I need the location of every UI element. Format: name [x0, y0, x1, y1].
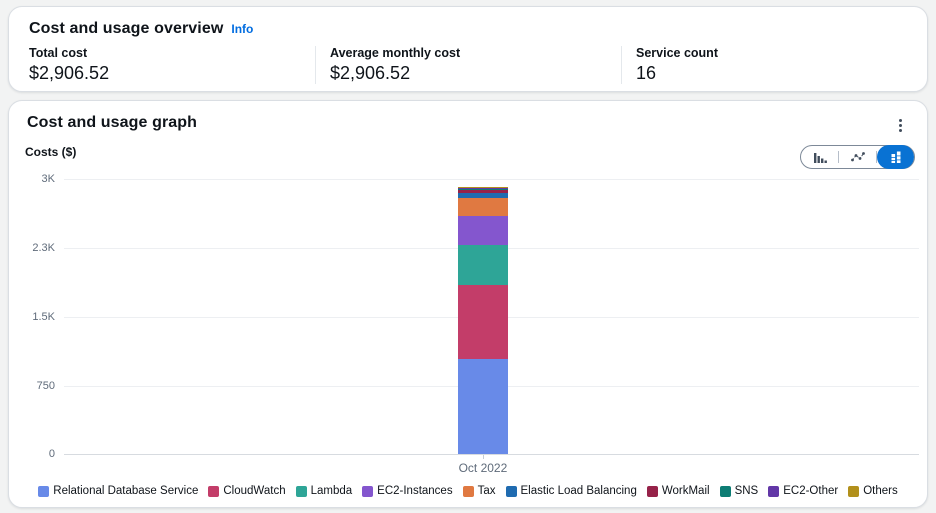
segment-divider: [838, 151, 839, 163]
legend-label: Elastic Load Balancing: [520, 485, 637, 497]
info-link[interactable]: Info: [231, 22, 254, 36]
gridline: [64, 179, 919, 180]
y-tick-label: 1.5K: [32, 311, 55, 323]
legend-item[interactable]: CloudWatch: [208, 485, 286, 497]
cost-usage-graph-card: Cost and usage graph Costs ($): [8, 100, 928, 508]
bar-segment-ec2-other[interactable]: [457, 187, 508, 189]
legend-swatch: [719, 485, 731, 497]
legend-swatch: [646, 485, 658, 497]
stat-label: Total cost: [29, 46, 88, 60]
costs-axis-label: Costs ($): [25, 145, 77, 159]
bar-segment-workmail[interactable]: [457, 190, 508, 194]
legend-label: Tax: [477, 485, 496, 497]
legend-item[interactable]: Lambda: [295, 485, 353, 497]
stat-service-count: Service count 16: [621, 46, 927, 84]
y-tick-label: 2.3K: [32, 242, 55, 254]
bar-segment-ec2-instances[interactable]: [457, 215, 508, 245]
stacked-bar-chart-icon[interactable]: [877, 145, 914, 169]
stat-value: 16: [636, 63, 657, 83]
line-chart-icon[interactable]: [839, 145, 876, 169]
legend-label: SNS: [734, 485, 759, 497]
legend-item[interactable]: Relational Database Service: [38, 485, 198, 497]
legend-swatch: [462, 485, 474, 497]
legend-swatch: [848, 485, 860, 497]
bar-segment-sns[interactable]: [457, 188, 508, 191]
y-tick-label: 0: [48, 448, 55, 460]
stat-average-monthly-cost: Average monthly cost $2,906.52: [315, 46, 621, 84]
graph-title: Cost and usage graph: [27, 114, 198, 131]
legend-item[interactable]: Others: [848, 485, 898, 497]
segment-divider: [876, 151, 877, 163]
plot-area: Oct 2022: [64, 179, 919, 475]
legend-swatch: [295, 485, 307, 497]
cost-usage-chart: Oct 2022 0 750 1.5K 2.3K 3K: [9, 173, 927, 475]
legend-item[interactable]: Tax: [462, 485, 496, 497]
legend-label: Others: [863, 485, 898, 497]
stat-value: $2,906.52: [29, 63, 110, 83]
bar-segment-relational-database-service[interactable]: [457, 359, 508, 454]
overview-title: Cost and usage overview: [29, 20, 224, 37]
legend-label: CloudWatch: [223, 485, 286, 497]
stat-total-cost: Total cost $2,906.52: [9, 46, 315, 84]
overview-card-header: Cost and usage overview Info: [9, 7, 927, 38]
bar-chart-icon[interactable]: [801, 145, 838, 169]
chart-type-segmented-control: [800, 145, 915, 169]
legend-swatch: [208, 485, 220, 497]
graph-card-header: Cost and usage graph: [9, 101, 927, 135]
kebab-menu-icon[interactable]: [889, 115, 911, 135]
legend-item[interactable]: EC2-Instances: [362, 485, 453, 497]
stacked-bar-oct-2022: [457, 186, 508, 454]
stat-label: Service count: [636, 46, 718, 60]
legend-item[interactable]: WorkMail: [646, 485, 710, 497]
stat-value: $2,906.52: [330, 63, 411, 83]
legend-label: Lambda: [310, 485, 353, 497]
legend-swatch: [505, 485, 517, 497]
y-tick-label: 3K: [41, 173, 55, 185]
legend-label: EC2-Other: [783, 485, 839, 497]
legend-item[interactable]: Elastic Load Balancing: [505, 485, 637, 497]
x-tick: [482, 455, 484, 459]
bar-segment-elastic-load-balancing[interactable]: [457, 193, 508, 198]
legend-swatch: [768, 485, 780, 497]
bar-segment-tax[interactable]: [457, 197, 508, 216]
legend-item[interactable]: SNS: [719, 485, 759, 497]
legend-swatch: [362, 485, 374, 497]
bar-segment-others[interactable]: [457, 186, 508, 188]
stat-label: Average monthly cost: [330, 46, 461, 60]
cost-usage-overview-card: Cost and usage overview Info Total cost …: [8, 6, 928, 92]
y-tick-label: 750: [36, 380, 55, 392]
legend-label: Relational Database Service: [53, 485, 199, 497]
overview-stats-row: Total cost $2,906.52 Average monthly cos…: [9, 46, 927, 84]
chart-legend: Relational Database Service CloudWatch Lam…: [9, 485, 927, 497]
legend-item[interactable]: EC2-Other: [768, 485, 838, 497]
legend-swatch: [38, 485, 50, 497]
gridline: [64, 454, 919, 455]
bar-segment-cloudwatch[interactable]: [457, 284, 508, 360]
legend-label: WorkMail: [661, 485, 710, 497]
bar-segment-lambda[interactable]: [457, 244, 508, 285]
legend-label: EC2-Instances: [377, 485, 453, 497]
x-tick-label: Oct 2022: [458, 461, 508, 475]
